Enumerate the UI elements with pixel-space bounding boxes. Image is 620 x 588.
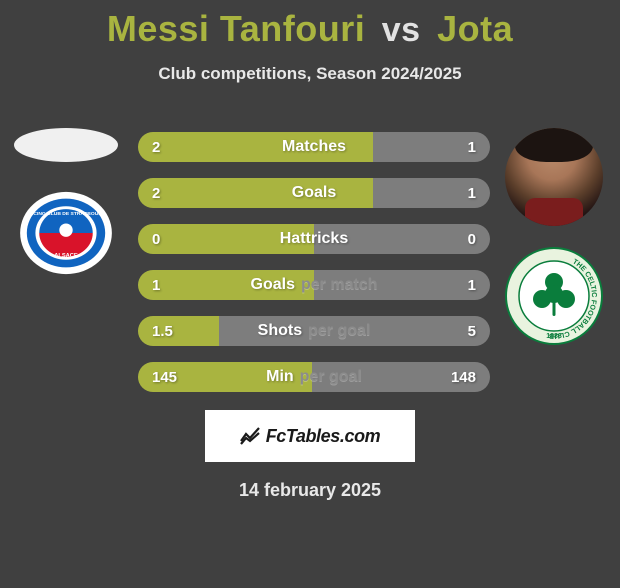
svg-text:ALSACE: ALSACE <box>54 253 78 259</box>
stat-value-right: 148 <box>451 362 476 392</box>
stat-value-right: 0 <box>468 224 476 254</box>
stat-bar-left <box>138 178 373 208</box>
comparison-bars: 21Matches21Goals00Hattricks11Goalsper ma… <box>138 132 490 408</box>
branding-text: FcTables.com <box>266 426 381 447</box>
stat-bar-left <box>138 132 373 162</box>
stat-value-left: 0 <box>152 224 160 254</box>
stat-bar-right <box>314 224 490 254</box>
stat-row: 00Hattricks <box>138 224 490 254</box>
stat-value-right: 1 <box>468 178 476 208</box>
left-column: RACING CLUB DE STRASBOURG ALSACE <box>8 128 124 276</box>
stat-row: 145148Minper goal <box>138 362 490 392</box>
right-column: THE CELTIC FOOTBALL CLUB 1888 <box>496 128 612 346</box>
stat-row: 1.55Shotsper goal <box>138 316 490 346</box>
stat-bar-left <box>138 224 314 254</box>
stat-bar-left <box>138 270 314 300</box>
subtitle: Club competitions, Season 2024/2025 <box>0 64 620 84</box>
club1-crest: RACING CLUB DE STRASBOURG ALSACE <box>18 190 114 276</box>
stat-row: 21Matches <box>138 132 490 162</box>
stat-bar-left <box>138 316 219 346</box>
svg-text:RACING CLUB DE STRASBOURG: RACING CLUB DE STRASBOURG <box>26 211 106 217</box>
player2-avatar <box>505 128 603 226</box>
stat-value-left: 145 <box>152 362 177 392</box>
stat-value-right: 1 <box>468 270 476 300</box>
title-player2: Jota <box>437 8 513 49</box>
footer: FcTables.com 14 february 2025 <box>0 396 620 501</box>
stat-value-right: 1 <box>468 132 476 162</box>
chart-icon <box>240 426 260 446</box>
stat-value-right: 5 <box>468 316 476 346</box>
stat-bar-right <box>219 316 490 346</box>
date-text: 14 february 2025 <box>0 480 620 501</box>
stat-value-left: 2 <box>152 132 160 162</box>
page-title: Messi Tanfouri vs Jota <box>0 8 620 50</box>
club2-crest: THE CELTIC FOOTBALL CLUB 1888 <box>504 246 604 346</box>
player1-avatar-placeholder <box>14 128 118 162</box>
title-player1: Messi Tanfouri <box>107 8 365 49</box>
stat-bar-right <box>314 270 490 300</box>
svg-text:1888: 1888 <box>546 333 562 340</box>
stat-row: 11Goalsper match <box>138 270 490 300</box>
title-vs: vs <box>382 11 421 49</box>
stat-value-left: 1.5 <box>152 316 173 346</box>
stat-value-left: 2 <box>152 178 160 208</box>
stat-row: 21Goals <box>138 178 490 208</box>
stat-value-left: 1 <box>152 270 160 300</box>
branding-badge: FcTables.com <box>205 410 415 462</box>
